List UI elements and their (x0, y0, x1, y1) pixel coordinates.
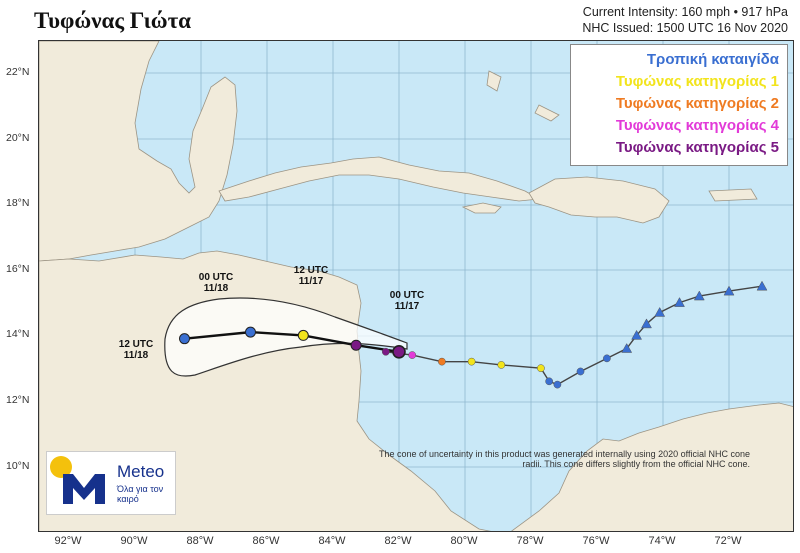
past-track-point (408, 351, 417, 359)
past-track-point (693, 290, 705, 301)
past-track-point (438, 357, 446, 366)
past-track-point (537, 364, 545, 373)
x-tick-label: 88°W (186, 535, 214, 547)
storm-info: Current Intensity: 160 mph • 917 hPa NHC… (582, 4, 788, 36)
past-track-point (723, 285, 735, 296)
annotation-00utc-1117: 00 UTC 11/17 (389, 290, 425, 312)
forecast-track-point (179, 333, 190, 345)
meteo-logo: Meteo Όλα για τον καιρό (46, 451, 176, 515)
x-tick-label: 76°W (582, 535, 610, 547)
past-track-point (756, 280, 768, 291)
uncertainty-cone (164, 297, 408, 377)
forecast-track-point (350, 339, 362, 351)
legend: Τροπική καταιγίδα Τυφώνας κατηγορίας 1 Τ… (570, 44, 788, 166)
x-tick-label: 80°W (450, 535, 478, 547)
page-title: Τυφώνας Γιώτα (34, 8, 192, 33)
x-tick-label: 92°W (54, 535, 82, 547)
current-position-point (392, 344, 406, 359)
past-track-point (631, 329, 643, 340)
cone-disclaimer: The cone of uncertainty in this product … (378, 449, 750, 469)
past-track-point (603, 354, 611, 363)
nhc-issued: NHC Issued: 1500 UTC 16 Nov 2020 (582, 21, 788, 35)
logo-tagline: Όλα για τον καιρό (117, 484, 164, 504)
land-south-america (511, 402, 793, 531)
y-tick-label: 16°N (6, 262, 30, 275)
past-track (385, 285, 763, 386)
past-track-line (385, 285, 763, 386)
past-track-point (674, 297, 685, 307)
track-points (179, 280, 768, 389)
y-tick-label: 14°N (6, 328, 30, 341)
y-tick-label: 10°N (6, 459, 30, 472)
past-track-point (545, 377, 553, 386)
past-track-point (467, 357, 476, 366)
x-tick-label: 90°W (120, 535, 148, 547)
past-track-point (576, 367, 585, 376)
forecast-track-point (297, 329, 309, 341)
x-tick-label: 86°W (252, 535, 280, 547)
logo-brand: Meteo (117, 462, 165, 481)
past-track-point (497, 361, 506, 369)
annotation-12utc-1117: 12 UTC 11/17 (293, 265, 329, 287)
annotation-12utc-1118: 12 UTC 11/18 (118, 339, 154, 361)
x-tick-label: 84°W (318, 535, 346, 547)
forecast-track-point (245, 326, 256, 338)
past-track-point (641, 318, 652, 329)
past-track-point (654, 306, 666, 317)
y-tick-label: 18°N (6, 197, 30, 210)
legend-item-category-5: Τυφώνας κατηγορίας 5 (615, 139, 779, 156)
sun-icon (50, 456, 72, 478)
meteo-m-icon (63, 474, 105, 504)
current-intensity: Current Intensity: 160 mph • 917 hPa (582, 5, 788, 19)
x-tick-label: 74°W (648, 535, 676, 547)
x-tick-label: 72°W (714, 535, 742, 547)
land-mexico (39, 41, 238, 262)
land-hispaniola (528, 176, 670, 224)
legend-item-category-2: Τυφώνας κατηγορίας 2 (615, 95, 779, 112)
y-tick-label: 12°N (6, 394, 30, 406)
y-tick-label: 20°N (6, 131, 30, 144)
land-puerto-rico (708, 188, 758, 202)
x-tick-label: 82°W (384, 535, 412, 547)
past-track-point (621, 343, 633, 353)
y-tick-label: 22°N (6, 66, 30, 78)
land-jamaica (461, 202, 502, 214)
annotation-00utc-1118: 00 UTC 11/18 (198, 272, 234, 294)
past-track-point (381, 347, 390, 356)
legend-item-category-1: Τυφώνας κατηγορίας 1 (615, 73, 779, 90)
x-tick-label: 78°W (516, 535, 544, 547)
legend-item-tropical-storm: Τροπική καταιγίδα (646, 51, 779, 68)
past-track-point (553, 380, 562, 389)
legend-item-category-4: Τυφώνας κατηγορίας 4 (615, 117, 779, 134)
